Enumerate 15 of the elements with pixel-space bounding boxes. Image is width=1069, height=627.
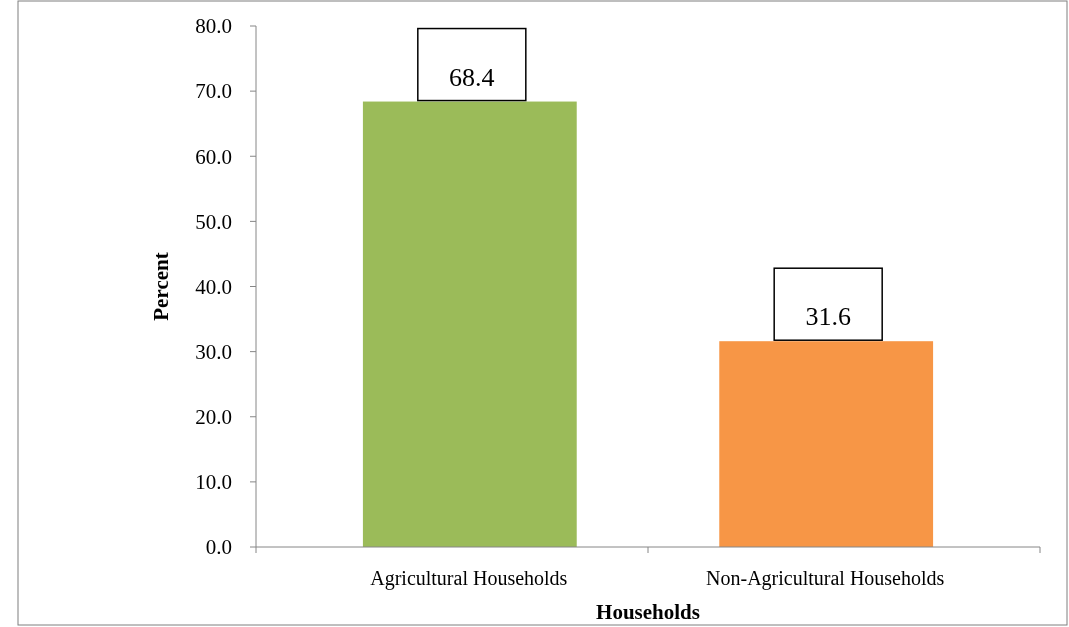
data-label: 31.6 xyxy=(805,302,851,332)
data-label: 68.4 xyxy=(449,62,495,92)
y-tick-label: 80.0 xyxy=(195,14,232,39)
y-tick-label: 70.0 xyxy=(195,79,232,104)
y-axis-title: Percent xyxy=(149,252,173,321)
y-tick-label: 40.0 xyxy=(195,274,232,299)
y-tick-label: 30.0 xyxy=(195,339,232,364)
y-tick-label: 60.0 xyxy=(195,144,232,169)
y-tick-label: 10.0 xyxy=(195,470,232,495)
x-axis-title: Households xyxy=(596,600,700,624)
y-tick-label: 50.0 xyxy=(195,209,232,234)
x-tick-label: Agricultural Households xyxy=(370,567,568,590)
y-tick-label: 20.0 xyxy=(195,405,232,430)
x-tick-label: Non-Agricultural Households xyxy=(706,567,945,590)
y-tick-label: 0.0 xyxy=(205,535,232,560)
